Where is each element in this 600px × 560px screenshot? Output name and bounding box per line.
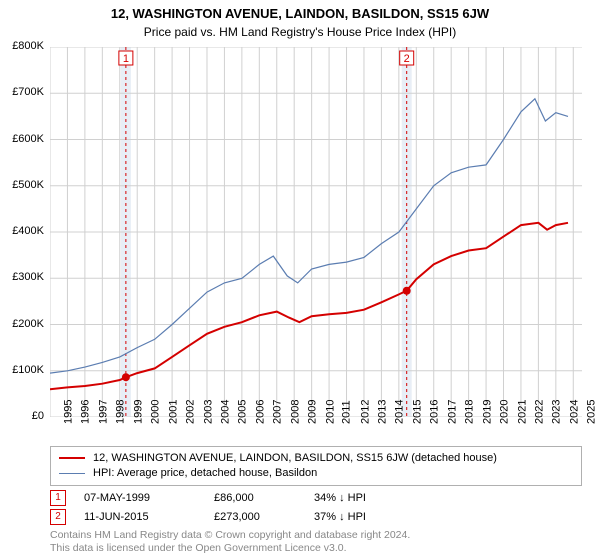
transaction-row: 1 07-MAY-1999£86,00034% ↓ HPI xyxy=(50,490,582,506)
svg-text:2: 2 xyxy=(404,53,410,65)
plot-area: 12 xyxy=(50,47,582,417)
x-tick-label: 2010 xyxy=(324,400,336,424)
x-tick-label: 2014 xyxy=(394,400,406,424)
y-tick-label: £500K xyxy=(12,179,44,191)
y-tick-label: £0 xyxy=(32,410,44,422)
y-tick-label: £300K xyxy=(12,271,44,283)
titles: 12, WASHINGTON AVENUE, LAINDON, BASILDON… xyxy=(0,6,600,39)
x-tick-label: 2000 xyxy=(150,400,162,424)
transaction-date: 11-JUN-2015 xyxy=(84,511,214,523)
transaction-badge: 1 xyxy=(50,490,66,506)
y-tick-label: £600K xyxy=(12,133,44,145)
x-tick-label: 2002 xyxy=(185,400,197,424)
x-tick-label: 2004 xyxy=(219,400,231,424)
x-tick-label: 2023 xyxy=(551,400,563,424)
transaction-row: 2 11-JUN-2015£273,00037% ↓ HPI xyxy=(50,509,582,525)
footer: 12, WASHINGTON AVENUE, LAINDON, BASILDON… xyxy=(50,446,582,556)
x-tick-label: 2018 xyxy=(464,400,476,424)
x-tick-label: 2008 xyxy=(289,400,301,424)
x-tick-label: 1996 xyxy=(80,400,92,424)
attribution-line1: Contains HM Land Registry data © Crown c… xyxy=(50,529,582,543)
x-tick-label: 1999 xyxy=(132,400,144,424)
y-tick-label: £700K xyxy=(12,86,44,98)
legend-swatch xyxy=(59,457,85,459)
transaction-diff: 37% ↓ HPI xyxy=(314,511,434,523)
legend-row: 12, WASHINGTON AVENUE, LAINDON, BASILDON… xyxy=(59,451,573,466)
transaction-diff: 34% ↓ HPI xyxy=(314,492,434,504)
x-tick-label: 2001 xyxy=(167,400,179,424)
attribution: Contains HM Land Registry data © Crown c… xyxy=(50,529,582,556)
y-tick-label: £200K xyxy=(12,318,44,330)
x-tick-label: 2003 xyxy=(202,400,214,424)
x-tick-label: 1998 xyxy=(115,400,127,424)
chart-container: 12, WASHINGTON AVENUE, LAINDON, BASILDON… xyxy=(0,0,600,560)
x-tick-label: 2005 xyxy=(237,400,249,424)
transaction-price: £86,000 xyxy=(214,492,314,504)
x-tick-label: 2020 xyxy=(499,400,511,424)
x-tick-label: 2015 xyxy=(411,400,423,424)
y-tick-label: £800K xyxy=(12,40,44,52)
x-tick-label: 2011 xyxy=(341,400,353,424)
transaction-date: 07-MAY-1999 xyxy=(84,492,214,504)
x-tick-label: 1995 xyxy=(62,400,74,424)
y-axis-labels: £0£100K£200K£300K£400K£500K£600K£700K£80… xyxy=(0,46,48,416)
x-tick-label: 2012 xyxy=(359,400,371,424)
transaction-list: 1 07-MAY-1999£86,00034% ↓ HPI 2 11-JUN-2015… xyxy=(50,490,582,525)
page-subtitle: Price paid vs. HM Land Registry's House … xyxy=(0,25,600,39)
legend-swatch xyxy=(59,473,85,474)
transaction-price: £273,000 xyxy=(214,511,314,523)
x-tick-label: 2016 xyxy=(429,400,441,424)
legend-row: HPI: Average price, detached house, Basi… xyxy=(59,466,573,481)
x-tick-label: 2024 xyxy=(568,400,580,424)
x-tick-label: 2017 xyxy=(446,400,458,424)
page-title: 12, WASHINGTON AVENUE, LAINDON, BASILDON… xyxy=(0,6,600,21)
legend-label: HPI: Average price, detached house, Basi… xyxy=(93,467,317,479)
x-tick-label: 2022 xyxy=(533,400,545,424)
x-tick-label: 2013 xyxy=(376,400,388,424)
attribution-line2: This data is licensed under the Open Gov… xyxy=(50,542,582,556)
svg-text:1: 1 xyxy=(123,53,129,65)
chart-svg: 12 xyxy=(50,47,582,417)
x-tick-label: 2025 xyxy=(586,400,598,424)
x-tick-label: 2007 xyxy=(272,400,284,424)
y-tick-label: £100K xyxy=(12,364,44,376)
x-tick-label: 1997 xyxy=(97,400,109,424)
legend-label: 12, WASHINGTON AVENUE, LAINDON, BASILDON… xyxy=(93,452,497,464)
transaction-badge: 2 xyxy=(50,509,66,525)
x-tick-label: 2009 xyxy=(307,400,319,424)
x-tick-label: 2021 xyxy=(516,400,528,424)
legend-box: 12, WASHINGTON AVENUE, LAINDON, BASILDON… xyxy=(50,446,582,486)
x-tick-label: 2019 xyxy=(481,400,493,424)
y-tick-label: £400K xyxy=(12,225,44,237)
x-tick-label: 2006 xyxy=(254,400,266,424)
